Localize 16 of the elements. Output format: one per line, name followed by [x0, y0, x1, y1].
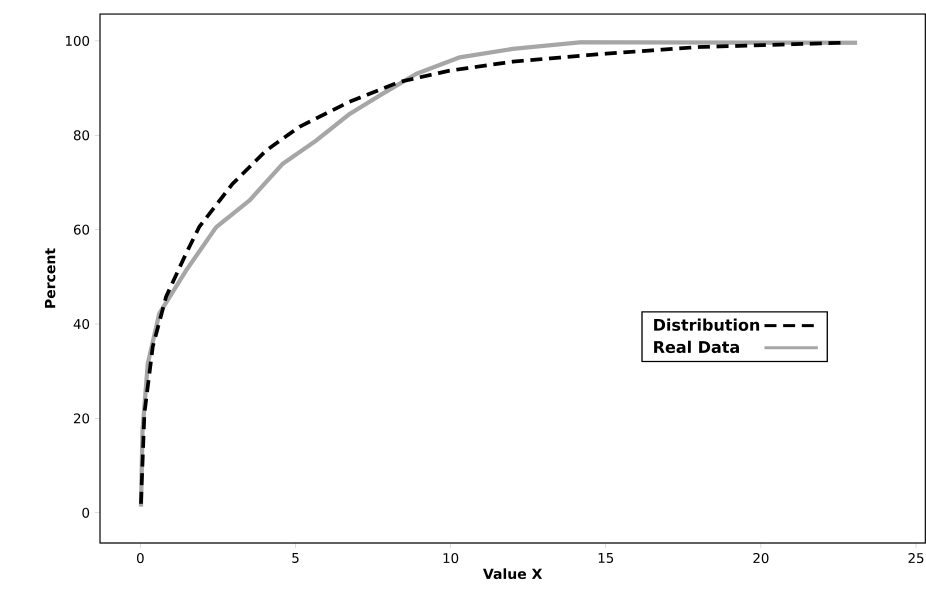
x-tick-label: 0: [136, 553, 144, 564]
y-tick-label: 0: [82, 508, 90, 518]
x-tick-label: 15: [598, 553, 614, 563]
x-tick-label: 10: [444, 553, 458, 564]
y-tick-label: 20: [74, 413, 90, 424]
y-tick-label: 40: [74, 318, 90, 330]
y-tick-label: 60: [74, 224, 90, 235]
x-tick-label: 25: [908, 553, 924, 564]
x-axis-title: Value X: [483, 568, 542, 580]
x-tick-label: 5: [292, 553, 299, 563]
y-tick-label: 80: [74, 130, 90, 140]
y-axis-title: Percent: [44, 248, 56, 308]
legend-label: Real Data: [654, 340, 739, 354]
x-tick-label: 20: [753, 553, 768, 564]
y-tick-label: 100: [66, 36, 90, 46]
legend-label: Distribution: [654, 318, 760, 331]
